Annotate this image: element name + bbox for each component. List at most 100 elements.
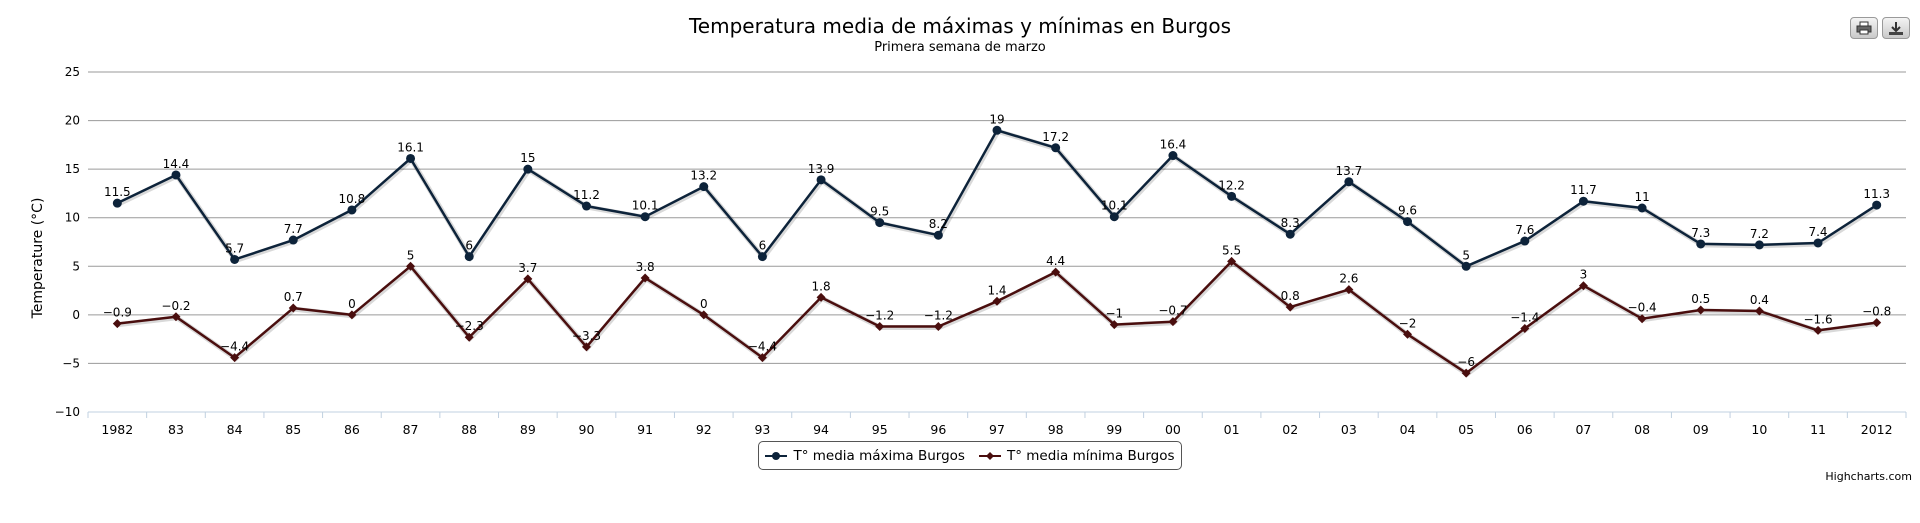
legend-item-min[interactable]: T° media mínima Burgos — [978, 447, 1175, 464]
x-tick-label: 87 — [403, 422, 419, 437]
data-label: 7.6 — [1515, 223, 1534, 237]
x-tick-label: 84 — [227, 422, 243, 437]
data-point — [347, 205, 357, 215]
data-label: 0 — [700, 297, 708, 311]
data-label: −1.4 — [1510, 310, 1539, 324]
export-button[interactable] — [1882, 17, 1910, 39]
data-label: −0.4 — [1628, 301, 1657, 315]
data-point — [347, 310, 357, 320]
x-tick-label: 06 — [1517, 422, 1533, 437]
data-label: 11.5 — [104, 185, 131, 199]
data-label: 8.3 — [1281, 216, 1300, 230]
data-label: 11.2 — [573, 188, 600, 202]
data-label: 16.1 — [397, 140, 424, 154]
data-label: −2.3 — [455, 319, 484, 333]
x-tick-label: 11 — [1810, 422, 1826, 437]
data-label: 13.9 — [808, 162, 835, 176]
data-point — [230, 353, 240, 363]
x-tick-label: 99 — [1106, 422, 1122, 437]
x-tick-label: 85 — [285, 422, 301, 437]
print-button[interactable] — [1850, 17, 1878, 39]
legend-marker-max — [765, 451, 788, 460]
data-point — [816, 292, 826, 302]
data-point — [1227, 256, 1237, 266]
data-point — [1578, 281, 1588, 291]
data-point — [288, 235, 298, 245]
data-label: 0.5 — [1691, 292, 1710, 306]
data-label: 3.7 — [518, 261, 537, 275]
data-point — [171, 312, 181, 322]
legend-item-max[interactable]: T° media máxima Burgos — [765, 448, 965, 464]
data-point — [464, 252, 474, 262]
data-point — [581, 342, 591, 352]
data-label: 11 — [1634, 190, 1649, 204]
data-point — [1520, 323, 1530, 333]
data-point — [464, 332, 474, 342]
x-tick-label: 05 — [1458, 422, 1474, 437]
data-point — [933, 230, 943, 240]
data-point — [288, 303, 298, 313]
data-point — [1813, 325, 1823, 335]
series-shadow — [117, 128, 1880, 271]
data-label: 10.8 — [339, 192, 366, 206]
data-point — [699, 310, 709, 320]
data-label: 4.4 — [1046, 254, 1065, 268]
data-point — [1520, 236, 1530, 246]
data-label: 9.5 — [870, 205, 889, 219]
data-point — [1109, 320, 1119, 330]
data-label: 10.1 — [1101, 199, 1128, 213]
x-tick-label: 86 — [344, 422, 360, 437]
legend-label-max: T° media máxima Burgos — [793, 447, 965, 464]
data-label: 15 — [520, 151, 535, 165]
data-label: 3 — [1580, 268, 1588, 282]
credit-link[interactable]: Highcharts.com — [1825, 470, 1912, 483]
chart-subtitle: Primera semana de marzo — [874, 40, 1046, 55]
x-tick-label: 83 — [168, 422, 184, 437]
data-point — [1109, 212, 1119, 222]
data-label: 0.8 — [1281, 289, 1300, 303]
data-point — [699, 182, 709, 192]
series-line — [117, 260, 1877, 375]
data-point — [1344, 177, 1354, 187]
x-tick-label: 10 — [1751, 422, 1767, 437]
data-label: 13.7 — [1336, 164, 1363, 178]
data-label: 7.7 — [284, 222, 303, 236]
data-label: 12.2 — [1218, 178, 1245, 192]
data-label: 0.4 — [1750, 293, 1769, 307]
x-tick-label: 88 — [461, 422, 477, 437]
data-point — [406, 153, 416, 163]
data-label: 11.3 — [1863, 187, 1890, 201]
data-point — [1754, 306, 1764, 316]
data-point — [1227, 191, 1237, 201]
data-point — [1813, 238, 1823, 248]
y-tick-label: −5 — [62, 356, 80, 370]
data-point — [933, 322, 943, 332]
data-point — [581, 201, 591, 211]
data-point — [875, 218, 885, 228]
data-point — [1872, 318, 1882, 328]
y-tick-label: 0 — [72, 308, 80, 322]
data-point — [1872, 200, 1882, 210]
x-tick-label: 96 — [930, 422, 946, 437]
x-tick-label: 04 — [1400, 422, 1416, 437]
legend-label-min: T° media mínima Burgos — [1006, 447, 1175, 464]
data-point — [1344, 285, 1354, 295]
data-label: 7.4 — [1808, 225, 1827, 239]
data-label: −3.3 — [572, 329, 601, 343]
data-label: 19 — [989, 112, 1004, 126]
data-label: 14.4 — [163, 157, 190, 171]
y-tick-label: 10 — [65, 211, 80, 225]
data-label: 5.7 — [225, 241, 244, 255]
data-label: 5.5 — [1222, 243, 1241, 257]
data-point — [640, 273, 650, 283]
data-label: 6 — [465, 239, 473, 253]
data-point — [1637, 314, 1647, 324]
x-tick-label: 08 — [1634, 422, 1650, 437]
data-point — [992, 296, 1002, 306]
x-tick-label: 09 — [1693, 422, 1709, 437]
data-label: 0 — [348, 297, 356, 311]
data-point — [1461, 261, 1471, 271]
x-tick-label: 01 — [1224, 422, 1240, 437]
y-tick-label: 25 — [65, 65, 80, 79]
